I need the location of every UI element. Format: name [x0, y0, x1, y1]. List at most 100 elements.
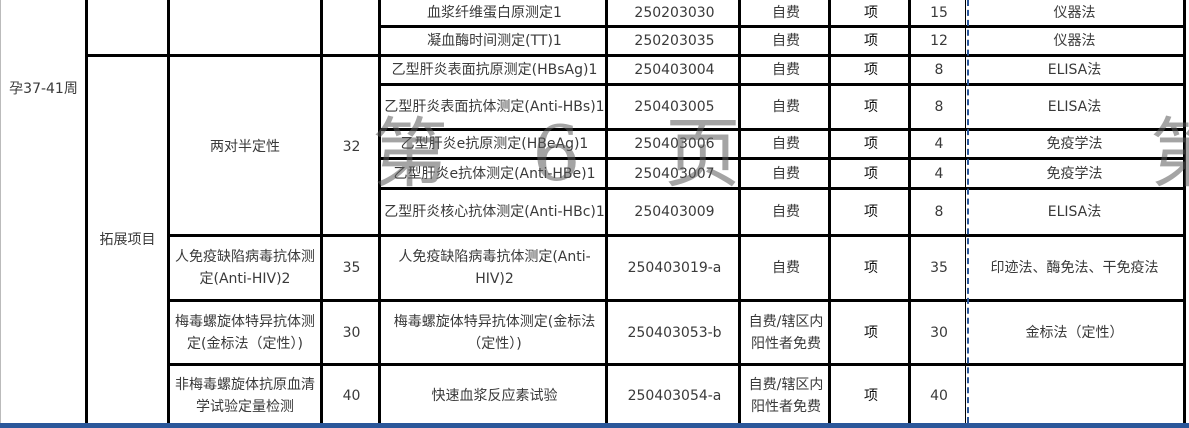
cell-total[interactable]: 30 — [320, 299, 383, 366]
item-text: 乙型肝炎表面抗体测定(Anti-HBs)1 — [384, 99, 605, 115]
cell-code[interactable]: 250403009 — [605, 187, 744, 237]
cell-unit[interactable]: 项 — [828, 157, 914, 190]
cell-method[interactable] — [965, 363, 1186, 428]
price-cell-top[interactable] — [320, 0, 383, 60]
cell-total[interactable]: 40 — [320, 363, 383, 428]
code-text: 250403054-a — [627, 388, 722, 404]
cell-unit[interactable]: 项 — [828, 0, 914, 28]
cell-method[interactable]: ELISA法 — [965, 54, 1186, 86]
cell-unit[interactable]: 项 — [828, 363, 914, 428]
cell-unit[interactable]: 项 — [828, 187, 914, 237]
cell-method[interactable]: 金标法（定性） — [965, 299, 1186, 366]
cell-pay[interactable]: 自费 — [738, 234, 834, 302]
cell-pay[interactable]: 自费 — [738, 54, 834, 86]
period-cell[interactable]: 孕37-41周 — [0, 0, 87, 424]
cell-unit[interactable]: 项 — [828, 128, 914, 160]
total-text: 40 — [342, 388, 361, 404]
cell-method[interactable]: ELISA法 — [965, 83, 1186, 131]
cell-price[interactable]: 8 — [908, 187, 970, 237]
cell-code[interactable]: 250403019-a — [605, 234, 744, 302]
cell-price[interactable]: 8 — [908, 83, 970, 131]
unit-text: 项 — [864, 324, 878, 341]
cell-method[interactable]: 免疫学法 — [965, 157, 1186, 190]
cell-pay[interactable]: 自费 — [738, 83, 834, 131]
cell-method[interactable]: ELISA法 — [965, 187, 1186, 237]
cell-pay[interactable]: 自费 — [738, 25, 834, 57]
cell-pay[interactable]: 自费 — [738, 157, 834, 190]
cell-pay[interactable]: 自费 — [738, 128, 834, 160]
cell-pay[interactable]: 自费 — [738, 0, 834, 28]
method-text: ELISA法 — [1047, 99, 1102, 115]
cell-name[interactable]: 人免疫缺陷病毒抗体测定(Anti-HIV)2 — [167, 234, 323, 302]
cell-unit[interactable]: 项 — [828, 299, 914, 366]
pay-text: 自费 — [772, 136, 800, 152]
group-name-cell[interactable]: 两对半定性 — [167, 54, 323, 240]
method-text: 免疫学法 — [1046, 136, 1103, 152]
pay-text: 自费 — [772, 33, 800, 49]
cell-price[interactable]: 8 — [908, 54, 970, 86]
item-text: 快速血浆反应素试验 — [431, 388, 558, 404]
group-price: 32 — [342, 139, 361, 155]
category-text: 拓展项目 — [99, 232, 156, 248]
cell-item[interactable]: 血浆纤维蛋白原测定1 — [378, 0, 611, 28]
cell-unit[interactable]: 项 — [828, 234, 914, 302]
item-text: 乙型肝炎表面抗原测定(HBsAg)1 — [391, 62, 598, 78]
cell-method[interactable]: 印迹法、酶免法、干免疫法 — [965, 234, 1186, 302]
item-text: 血浆纤维蛋白原测定1 — [427, 4, 562, 21]
pay-text: 自费 — [772, 4, 800, 21]
cell-pay[interactable]: 自费/辖区内阳性者免费 — [738, 299, 834, 366]
pay-text: 自费 — [772, 260, 800, 276]
item-text: 乙型肝炎e抗体测定(Anti-HBe)1 — [393, 165, 596, 182]
cell-code[interactable]: 250403053-b — [605, 299, 744, 366]
code-text: 250403019-a — [627, 260, 722, 276]
cell-price[interactable]: 30 — [908, 299, 970, 366]
cell-price[interactable]: 12 — [908, 25, 970, 57]
cell-price[interactable]: 40 — [908, 363, 970, 428]
bottom-scroll-bar[interactable] — [0, 423, 1189, 428]
cell-name[interactable]: 梅毒螺旋体特异抗体测定(金标法（定性）) — [167, 299, 323, 366]
name-text: 非梅毒螺旋体抗原血清学试验定量检测 — [175, 377, 315, 415]
cell-method[interactable]: 仪器法 — [965, 0, 1186, 28]
unit-text: 项 — [864, 99, 878, 115]
group-cell-top[interactable] — [167, 0, 323, 60]
cell-method[interactable]: 免疫学法 — [965, 128, 1186, 160]
cell-code[interactable]: 250403007 — [605, 157, 744, 190]
cell-code[interactable]: 250403004 — [605, 54, 744, 86]
cell-item[interactable]: 快速血浆反应素试验 — [378, 363, 611, 428]
cell-unit[interactable]: 项 — [828, 54, 914, 86]
price-text: 8 — [934, 99, 944, 115]
cell-unit[interactable]: 项 — [828, 25, 914, 57]
cell-unit[interactable]: 项 — [828, 83, 914, 131]
cell-item[interactable]: 乙型肝炎核心抗体测定(Anti-HBc)1 — [378, 187, 611, 237]
cell-item[interactable]: 凝血酶时间测定(TT)1 — [378, 25, 611, 57]
page-break-line — [967, 0, 969, 423]
cell-price[interactable]: 4 — [908, 128, 970, 160]
cell-pay[interactable]: 自费/辖区内阳性者免费 — [738, 363, 834, 428]
unit-text: 项 — [864, 62, 878, 78]
cell-method[interactable]: 仪器法 — [965, 25, 1186, 57]
cell-item[interactable]: 乙型肝炎表面抗体测定(Anti-HBs)1 — [378, 83, 611, 131]
category-cell-top[interactable] — [85, 0, 170, 60]
cell-item[interactable]: 乙型肝炎表面抗原测定(HBsAg)1 — [378, 54, 611, 86]
category-cell[interactable]: 拓展项目 — [85, 54, 170, 426]
cell-code[interactable]: 250403054-a — [605, 363, 744, 428]
cell-price[interactable]: 35 — [908, 234, 970, 302]
cell-name[interactable]: 非梅毒螺旋体抗原血清学试验定量检测 — [167, 363, 323, 428]
cell-item[interactable]: 乙型肝炎e抗体测定(Anti-HBe)1 — [378, 157, 611, 190]
code-text: 250203035 — [634, 33, 715, 49]
group-price-cell[interactable]: 32 — [320, 54, 383, 240]
cell-item[interactable]: 梅毒螺旋体特异抗体测定(金标法（定性）) — [378, 299, 611, 366]
cell-pay[interactable]: 自费 — [738, 187, 834, 237]
cell-code[interactable]: 250203030 — [605, 0, 744, 28]
cell-code[interactable]: 250403006 — [605, 128, 744, 160]
cell-price[interactable]: 4 — [908, 157, 970, 190]
cell-item[interactable]: 乙型肝炎e抗原测定(HBeAg)1 — [378, 128, 611, 160]
cell-code[interactable]: 250203035 — [605, 25, 744, 57]
cell-total[interactable]: 35 — [320, 234, 383, 302]
cell-item[interactable]: 人免疫缺陷病毒抗体测定(Anti-HIV)2 — [378, 234, 611, 302]
cell-price[interactable]: 15 — [908, 0, 970, 28]
cell-code[interactable]: 250403005 — [605, 83, 744, 131]
price-text: 12 — [930, 33, 948, 49]
name-text: 梅毒螺旋体特异抗体测定(金标法（定性）) — [175, 313, 315, 352]
